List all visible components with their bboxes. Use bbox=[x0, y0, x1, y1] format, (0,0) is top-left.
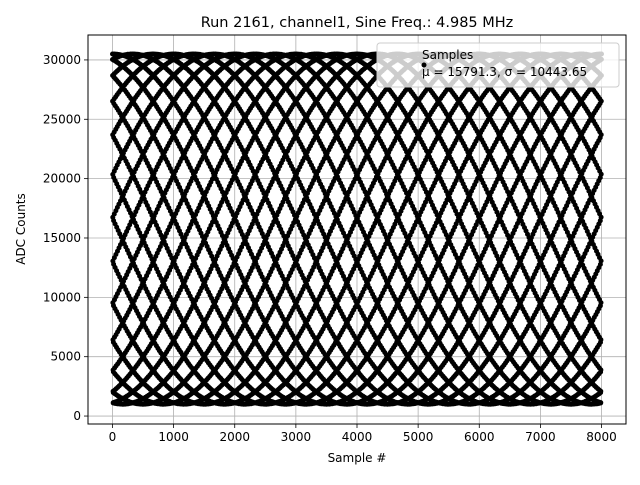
x-tick-label: 8000 bbox=[586, 430, 617, 444]
x-tick-label: 6000 bbox=[464, 430, 495, 444]
data-points bbox=[110, 51, 604, 407]
chart-title: Run 2161, channel1, Sine Freq.: 4.985 MH… bbox=[201, 15, 514, 31]
x-tick-label: 5000 bbox=[403, 430, 434, 444]
y-tick-label: 15000 bbox=[43, 231, 81, 245]
y-tick-label: 20000 bbox=[43, 172, 81, 186]
legend-stats: μ = 15791.3, σ = 10443.65 bbox=[422, 65, 587, 79]
x-tick-label: 4000 bbox=[342, 430, 373, 444]
y-tick-label: 5000 bbox=[50, 350, 81, 364]
sample-points bbox=[110, 51, 604, 407]
legend-marker bbox=[421, 62, 427, 68]
y-axis-label: ADC Counts bbox=[14, 193, 28, 265]
legend-box bbox=[376, 42, 620, 88]
x-axis-label: Sample # bbox=[328, 451, 387, 465]
x-tick-label: 2000 bbox=[219, 430, 250, 444]
x-tick-label: 1000 bbox=[158, 430, 189, 444]
y-tick-label: 30000 bbox=[43, 53, 81, 67]
x-tick-label: 0 bbox=[109, 430, 117, 444]
x-tick-label: 7000 bbox=[525, 430, 556, 444]
legend: Samples μ = 15791.3, σ = 10443.65 bbox=[376, 42, 620, 88]
x-tick-label: 3000 bbox=[281, 430, 312, 444]
y-tick-label: 10000 bbox=[43, 290, 81, 304]
legend-label: Samples bbox=[422, 48, 473, 62]
ticks: 0 1000 2000 3000 4000 5000 6000 7000 8000 0 5000 10… bbox=[43, 53, 617, 444]
y-tick-label: 25000 bbox=[43, 112, 81, 126]
y-tick-label: 0 bbox=[73, 409, 81, 423]
